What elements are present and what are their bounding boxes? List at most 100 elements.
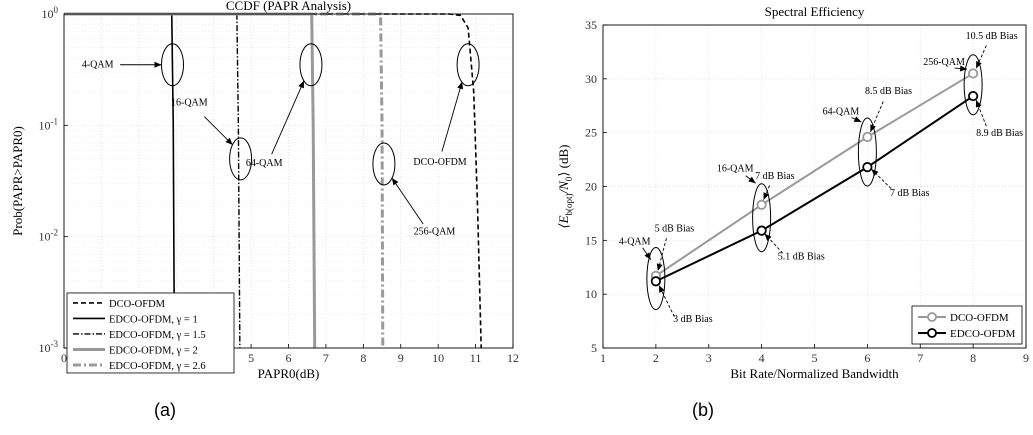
figure: 012345678910111210-310-210-11004-QAM16-Q…	[10, 0, 1029, 381]
se-ellipse-256qam	[963, 54, 983, 116]
se-x-tick-label: 6	[864, 351, 870, 365]
se-annotation-bias-edco-64qam: 7 dB Bias	[890, 188, 930, 199]
ccdf-legend-label-0: DCO-OFDM	[109, 299, 166, 310]
se-legend-marker-1	[927, 328, 937, 338]
se-x-tick-label: 2	[653, 351, 659, 365]
se-arrow-bias-dco-16qam-head	[763, 192, 770, 200]
ccdf-y-tick-label: 10-2	[39, 228, 59, 244]
ccdf-annotation-4qam: 4-QAM	[82, 60, 114, 71]
se-annotation-bias-edco-16qam: 5.1 dB Bias	[778, 252, 825, 263]
se-x-tick-label: 4	[759, 351, 765, 365]
ccdf-legend-box	[66, 292, 235, 374]
se-series-line-1	[655, 95, 974, 283]
ccdf-annotation-256qam: 256-QAM	[414, 226, 456, 237]
se-arrow-256qam-head	[959, 65, 968, 72]
se-axes-box	[602, 24, 1027, 349]
se-legend-box	[911, 305, 1023, 345]
ccdf-legend-label-2: EDCO-OFDM, γ = 1.5	[109, 330, 206, 341]
ccdf-ellipse-256qam	[372, 142, 396, 186]
ccdf-y-tick-label: 10-3	[39, 339, 59, 355]
se-series-point-0	[968, 68, 979, 79]
se-x-tick-label: 8	[970, 351, 976, 365]
se-annotation-bias-dco-64qam: 8.5 dB Bias	[865, 86, 912, 97]
se-series-point-1	[862, 162, 873, 173]
se-series-point-1	[968, 90, 979, 102]
se-legend-label-0: DCO-OFDM	[950, 312, 1009, 324]
ccdf-arrow-16qam-head	[225, 137, 233, 145]
se-legend-marker-0	[927, 312, 937, 322]
ccdf-arrow-256qam-head	[391, 177, 399, 186]
se-series-line-0	[655, 72, 974, 277]
ccdf-x-tick-label: 11	[470, 351, 482, 365]
ccdf-ellipse-16qam	[229, 137, 253, 181]
se-annotation-bias-edco-4qam: 3 dB Bias	[673, 314, 713, 325]
se-arrow-bias-dco-256qam-head	[976, 60, 982, 69]
ccdf-ellipse-64qam	[299, 43, 323, 87]
ccdf-x-tick-label: 8	[360, 351, 366, 365]
se-arrow-bias-edco-256qam-head	[975, 100, 982, 108]
ccdf-x-tick-label: 10	[432, 351, 444, 365]
se-x-tick-label: 5	[812, 351, 818, 365]
se-y-tick-label: 15	[585, 233, 597, 247]
ccdf-y-tick-label: 10-1	[39, 116, 59, 132]
se-arrow-bias-dco-4qam-head	[656, 263, 663, 271]
ccdf-x-tick-label: 7	[323, 351, 329, 365]
ccdf-xlabel: PAPR0(dB)	[258, 366, 320, 381]
se-arrow-4qam-head	[644, 252, 651, 260]
ccdf-x-tick-label: 6	[286, 351, 292, 365]
se-series-point-0	[862, 131, 873, 143]
se-y-tick-label: 20	[585, 180, 597, 194]
se-annotation-64qam: 64-QAM	[823, 106, 860, 117]
panel-label-b: (b)	[692, 400, 714, 420]
ccdf-legend-label-4: EDCO-OFDM, γ = 2.6	[109, 361, 206, 372]
ccdf-x-tick-label: 0	[61, 351, 67, 365]
ccdf-series-line-4	[64, 12, 385, 349]
ccdf-arrow-4qam-head	[154, 61, 162, 68]
ccdf-ylabel: Prob(PAPR>PAPR0)	[10, 126, 25, 236]
se-series-point-1	[756, 225, 767, 236]
se-y-tick-label: 5	[591, 341, 597, 355]
se-plot-area	[603, 25, 1026, 348]
se-y-tick-label: 25	[585, 126, 597, 140]
se-x-tick-label: 9	[1023, 351, 1029, 365]
se-arrow-bias-dco-4qam	[657, 238, 667, 271]
ccdf-x-tick-label: 5	[248, 351, 254, 365]
se-arrow-bias-dco-64qam-head	[870, 124, 876, 132]
se-arrow-bias-edco-4qam	[658, 285, 675, 317]
ccdf-arrow-64qam-head	[298, 80, 304, 89]
se-ellipse-4qam	[646, 247, 666, 311]
se-arrow-bias-edco-16qam-head	[764, 233, 772, 241]
se-series-point-1	[650, 276, 661, 287]
ccdf-title: CCDF (PAPR Analysis)	[226, 0, 351, 13]
se-annotation-256qam: 256-QAM	[923, 57, 965, 68]
ccdf-legend-label-1: EDCO-OFDM, γ = 1	[109, 314, 198, 325]
se-arrow-64qam-head	[853, 116, 862, 122]
se-y-tick-label: 10	[585, 287, 597, 301]
se-xlabel: Bit Rate/Normalized Bandwidth	[730, 366, 899, 381]
se-annotation-bias-dco-256qam: 10.5 dB Bias	[966, 31, 1018, 42]
se-y-tick-label: 30	[585, 72, 597, 86]
se-annotation-bias-dco-16qam: 7 dB Bias	[755, 171, 795, 182]
ccdf-annotation-64qam: 64-QAM	[246, 158, 283, 169]
se-ylabel: ⟨Eb(opt)/N0⟩ (dB)	[556, 145, 574, 229]
ccdf-arrow-64qam	[271, 80, 305, 155]
se-x-tick-label: 3	[706, 351, 712, 365]
ccdf-annotation-dco: DCO-OFDM	[413, 157, 466, 168]
se-y-tick-label: 35	[585, 18, 597, 32]
se-annotation-bias-dco-4qam: 5 dB Bias	[655, 224, 695, 235]
se-title: Spectral Efficiency	[765, 4, 865, 19]
ccdf-legend-label-3: EDCO-OFDM, γ = 2	[109, 345, 198, 356]
panel-label-a: (a)	[154, 400, 176, 420]
ccdf-plot-area	[64, 14, 513, 348]
ccdf-arrow-256qam	[391, 177, 424, 225]
ccdf-ellipse-dco	[456, 43, 480, 87]
se-annotation-4qam: 4-QAM	[619, 237, 651, 248]
se-x-tick-label: 1	[600, 351, 606, 365]
se-x-tick-label: 7	[917, 351, 923, 365]
ccdf-x-tick-label: 12	[507, 351, 519, 365]
ccdf-arrow-dco-head	[457, 81, 464, 90]
ccdf-x-tick-label: 9	[398, 351, 404, 365]
se-arrow-16qam-head	[748, 176, 756, 184]
ccdf-arrow-dco	[441, 81, 463, 152]
se-annotation-16qam: 16-QAM	[717, 163, 754, 174]
